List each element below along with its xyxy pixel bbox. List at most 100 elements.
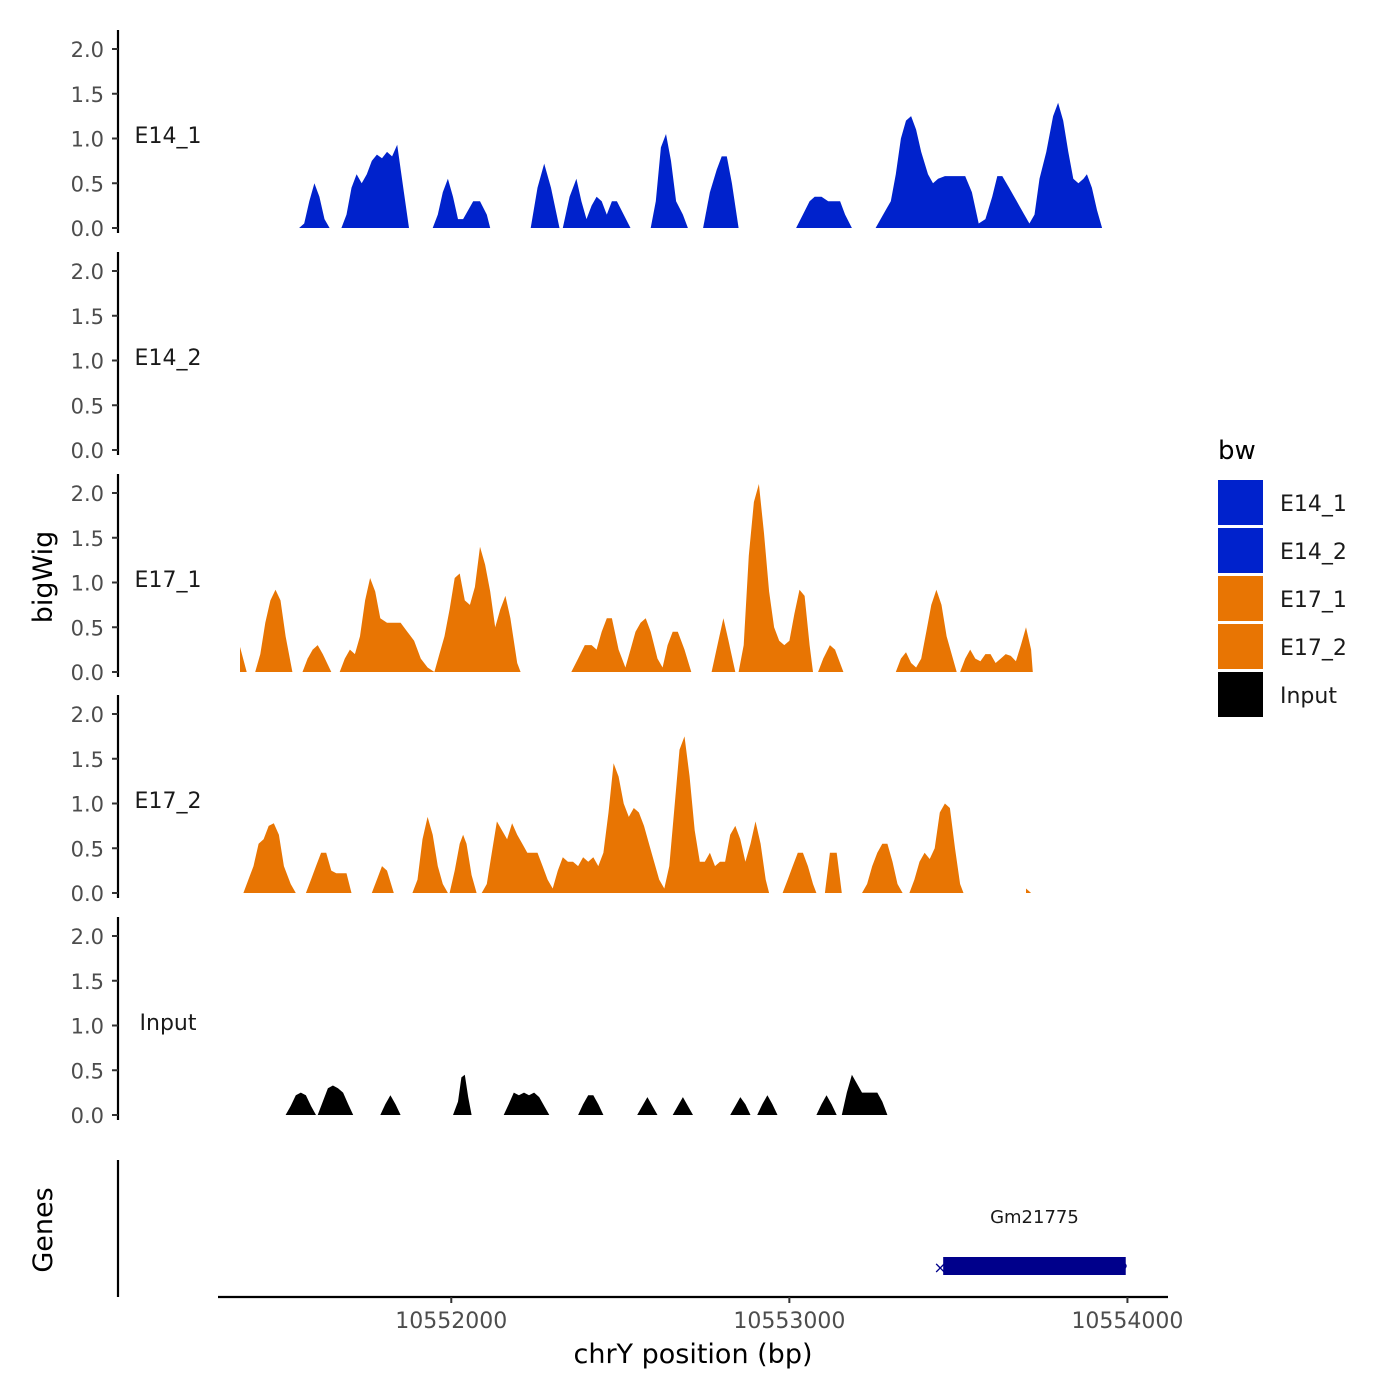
gene-label: Gm21775 xyxy=(990,1207,1079,1228)
legend-label: E17_2 xyxy=(1280,636,1347,661)
signal-area-E17_2 xyxy=(371,866,394,893)
track-Input: 0.0 0.5 1.0 1.5 2.0 Input xyxy=(71,917,888,1128)
signal-area-E17_2 xyxy=(824,852,842,893)
signal-area-E14_1 xyxy=(796,196,852,228)
y-tick-label: 2.0 xyxy=(71,482,104,506)
legend-swatch xyxy=(1218,672,1263,717)
signal-area-Input xyxy=(380,1095,401,1115)
y-tick-label: 2.0 xyxy=(71,925,104,949)
legend-label: Input xyxy=(1280,684,1337,709)
y-tick-label: 1.0 xyxy=(71,1015,104,1039)
signal-area-E17_1 xyxy=(571,618,692,672)
signal-area-E17_2 xyxy=(449,834,477,893)
gene-body xyxy=(943,1257,1126,1275)
legend-label: E14_2 xyxy=(1280,540,1347,565)
signal-area-Input xyxy=(757,1095,778,1115)
signal-area-E17_1 xyxy=(960,627,1033,672)
x-axis-title: chrY position (bp) xyxy=(573,1339,812,1370)
legend-swatch xyxy=(1218,576,1263,621)
y-tick-label: 0.5 xyxy=(71,394,104,418)
signal-area-E17_2 xyxy=(481,736,770,893)
legend-swatch xyxy=(1218,480,1263,525)
x-tick-label: 10552000 xyxy=(395,1309,507,1334)
y-tick-label: 0.0 xyxy=(71,882,104,906)
signal-area-E14_1 xyxy=(875,102,1103,228)
signal-area-E17_2 xyxy=(909,803,964,893)
signal-area-E17_1 xyxy=(818,645,844,672)
signal-area-Input xyxy=(578,1095,604,1115)
signal-area-E17_2 xyxy=(862,843,903,893)
y-tick-label: 0.0 xyxy=(71,661,104,685)
y-tick-label: 2.0 xyxy=(71,260,104,284)
legend-item-Input: Input xyxy=(1218,672,1337,717)
signal-area-Input xyxy=(317,1085,354,1115)
y-tick-label: 1.5 xyxy=(71,305,104,329)
signal-area-Input xyxy=(730,1097,751,1115)
track-E17_2: 0.0 0.5 1.0 1.5 2.0 E17_2 xyxy=(71,695,1032,906)
signal-area-E17_2 xyxy=(1026,888,1032,893)
track-E17_1: 0.0 0.5 1.0 1.5 2.0 E17_1 xyxy=(71,474,1033,685)
signal-area-E17_2 xyxy=(243,823,296,893)
legend-label: E17_1 xyxy=(1280,588,1347,613)
track-E14_1: 0.0 0.5 1.0 1.5 2.0 E14_1 xyxy=(71,30,1103,241)
signal-area-Input xyxy=(816,1095,837,1115)
signal-area-Input xyxy=(841,1074,888,1115)
signal-area-E14_1 xyxy=(341,144,409,228)
legend-item-E14_1: E14_1 xyxy=(1218,480,1347,525)
signal-area-E14_1 xyxy=(703,156,739,228)
y-tick-label: 1.5 xyxy=(71,970,104,994)
signal-area-Input xyxy=(637,1097,658,1115)
track-label: Input xyxy=(140,1011,197,1036)
y-tick-label: 0.0 xyxy=(71,1104,104,1128)
signal-area-E14_1 xyxy=(299,183,330,228)
y-tick-label: 0.5 xyxy=(71,616,104,640)
signal-area-E17_1 xyxy=(339,578,435,672)
y-tick-label: 1.0 xyxy=(71,793,104,817)
legend-item-E17_2: E17_2 xyxy=(1218,624,1347,669)
signal-area-Input xyxy=(672,1097,693,1115)
gene-end-mark xyxy=(1120,1263,1127,1269)
signal-area-E17_1 xyxy=(255,589,293,672)
y-tick-label: 0.5 xyxy=(71,172,104,196)
signal-area-E17_2 xyxy=(305,852,352,893)
y-tick-label: 0.5 xyxy=(71,1059,104,1083)
track-label: E17_1 xyxy=(135,568,202,593)
y-tick-label: 1.5 xyxy=(71,527,104,551)
legend-swatch xyxy=(1218,528,1263,573)
track-E14_2: 0.0 0.5 1.0 1.5 2.0 E14_2 xyxy=(71,252,202,463)
signal-area-E17_1 xyxy=(738,484,813,672)
genes-axis-title: Genes xyxy=(28,1187,59,1272)
y-tick-label: 2.0 xyxy=(71,703,104,727)
y-tick-label: 1.0 xyxy=(71,350,104,374)
y-tick-label: 1.0 xyxy=(71,572,104,596)
y-tick-label: 0.0 xyxy=(71,217,104,241)
signal-area-E14_1 xyxy=(530,163,560,228)
signal-area-E14_1 xyxy=(650,134,688,228)
y-tick-label: 1.5 xyxy=(71,748,104,772)
y-axis-title: bigWig xyxy=(28,531,59,624)
signal-area-Input xyxy=(453,1074,472,1115)
x-tick-label: 10554000 xyxy=(1071,1309,1183,1334)
tracks-layer: 0.0 0.5 1.0 1.5 2.0 E14_1 0.0 0.5 1.0 1.5 2.0 E14_2… xyxy=(71,30,1103,1128)
track-label: E17_2 xyxy=(135,789,202,814)
signal-area-E17_2 xyxy=(412,816,448,893)
signal-area-E17_2 xyxy=(782,852,817,893)
legend-swatch xyxy=(1218,624,1263,669)
signal-area-E17_1 xyxy=(711,618,736,672)
y-tick-label: 2.0 xyxy=(71,38,104,62)
legend-label: E14_1 xyxy=(1280,492,1347,517)
track-label: E14_2 xyxy=(135,346,202,371)
signal-area-E14_1 xyxy=(432,178,491,228)
gene-strand-mark: × xyxy=(933,1258,946,1277)
signal-area-Input xyxy=(503,1092,550,1115)
legend: bw E14_1 E14_2 E17_1 E17_2 Input xyxy=(1218,436,1347,717)
legend-item-E17_1: E17_1 xyxy=(1218,576,1347,621)
signal-area-E17_1 xyxy=(895,589,957,672)
signal-area-E14_1 xyxy=(562,178,631,228)
signal-area-Input xyxy=(285,1092,316,1115)
signal-area-E17_1 xyxy=(240,646,247,672)
y-tick-label: 1.0 xyxy=(71,128,104,152)
x-tick-label: 10553000 xyxy=(733,1309,845,1334)
signal-area-E17_1 xyxy=(302,645,332,672)
